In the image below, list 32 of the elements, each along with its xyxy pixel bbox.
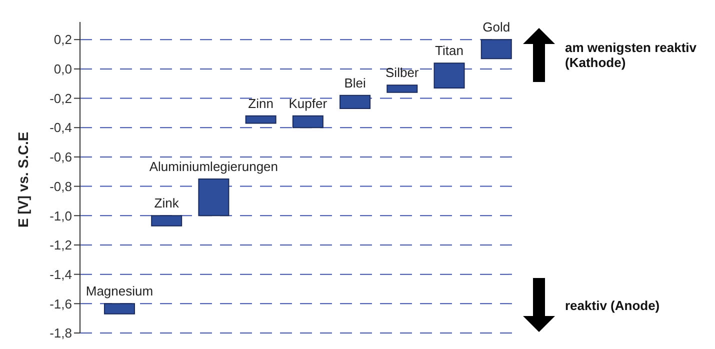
x-tick-label: Kupfer <box>288 96 328 111</box>
text: am wenigsten reaktiv (Kathode) <box>565 40 698 70</box>
y-tick-label: -1,8 <box>50 326 72 341</box>
bar <box>434 62 465 89</box>
bar <box>151 215 182 226</box>
x-tick-label: Titan <box>435 43 464 58</box>
x-tick-label: Aluminiumlegierungen <box>149 158 278 174</box>
x-tick-label: Silber <box>386 65 420 80</box>
y-tick-label: -1,2 <box>50 238 72 253</box>
y-tick-label: -0,8 <box>50 178 72 194</box>
bar <box>104 303 135 314</box>
y-tick-label: -0,6 <box>50 150 72 165</box>
y-tick-label: -1,6 <box>50 296 72 312</box>
x-tick-label: Zinn <box>248 96 274 111</box>
text: reaktiv (Anode) <box>565 298 661 312</box>
bar <box>292 115 324 128</box>
bar <box>386 84 418 93</box>
y-tick-label: -1,0 <box>50 208 72 224</box>
y-tick-label: -0,2 <box>50 90 72 106</box>
x-tick-label: Magnesium <box>86 284 154 299</box>
bar <box>340 94 371 110</box>
x-tick-label: Zink <box>154 196 180 211</box>
bar <box>198 178 230 216</box>
y-axis-title: E [V] vs. S.C.E <box>14 132 31 228</box>
x-tick-label: Gold <box>482 20 510 35</box>
bar <box>245 115 276 124</box>
bar <box>480 39 512 60</box>
y-tick-label: 0,2 <box>54 32 72 48</box>
x-tick-label: Blei <box>344 75 366 90</box>
y-tick-label: 0,0 <box>54 62 72 77</box>
y-tick-label: -1,4 <box>50 266 72 282</box>
y-tick-label: -0,4 <box>50 120 72 136</box>
